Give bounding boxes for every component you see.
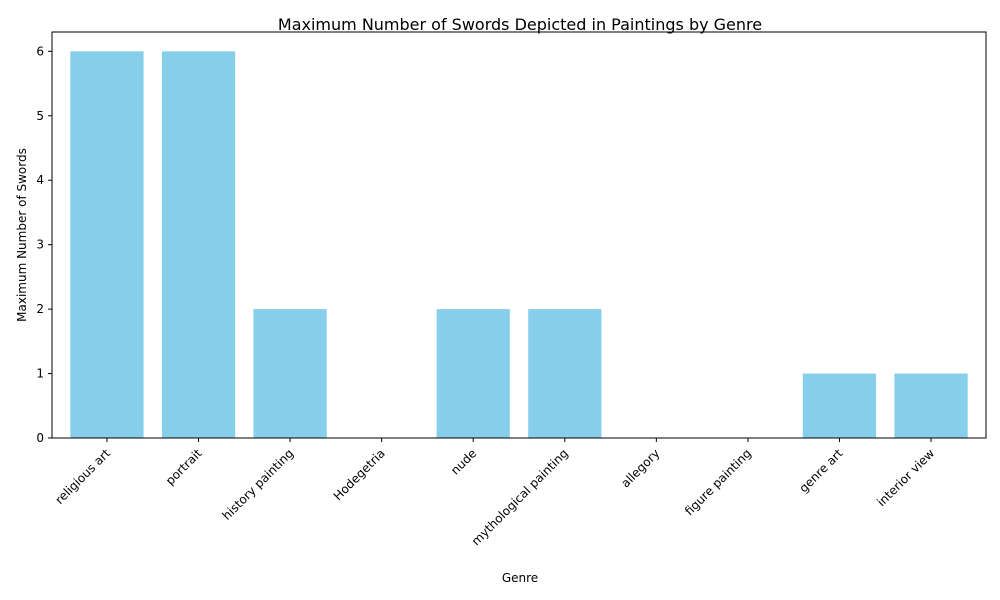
x-tick-label: history painting <box>220 446 297 523</box>
x-tick-label: religious art <box>52 446 113 507</box>
y-axis-label: Maximum Number of Swords <box>15 148 29 322</box>
bars <box>70 51 968 438</box>
x-tick-label: Hodegetria <box>331 446 388 503</box>
x-tick-label: mythological painting <box>469 446 571 548</box>
bar <box>802 373 877 438</box>
bar <box>70 51 144 438</box>
x-tick-label: figure painting <box>682 446 754 518</box>
x-tick-label: portrait <box>163 446 205 488</box>
y-tick-label: 5 <box>36 109 44 123</box>
chart-title: Maximum Number of Swords Depicted in Pai… <box>278 15 762 34</box>
y-axis: 0 1 2 3 4 5 6 <box>36 44 52 445</box>
y-tick-label: 4 <box>36 173 44 187</box>
x-tick-label: genre art <box>796 446 845 495</box>
x-tick-label: interior view <box>874 446 937 509</box>
bar <box>528 309 602 438</box>
x-tick-label: nude <box>448 446 479 477</box>
bar <box>161 51 236 438</box>
y-tick-label: 0 <box>36 431 44 445</box>
plot-frame <box>51 31 987 439</box>
x-axis: religious art portrait history painting Hod… <box>52 438 937 548</box>
x-tick-label: allegory <box>618 446 662 490</box>
bar <box>894 373 968 438</box>
y-tick-label: 6 <box>36 44 44 58</box>
y-tick-label: 1 <box>36 367 44 381</box>
x-axis-label: Genre <box>502 571 538 585</box>
bar <box>436 309 510 438</box>
bar <box>253 309 327 438</box>
y-tick-label: 2 <box>36 302 44 316</box>
y-tick-label: 3 <box>36 238 44 252</box>
